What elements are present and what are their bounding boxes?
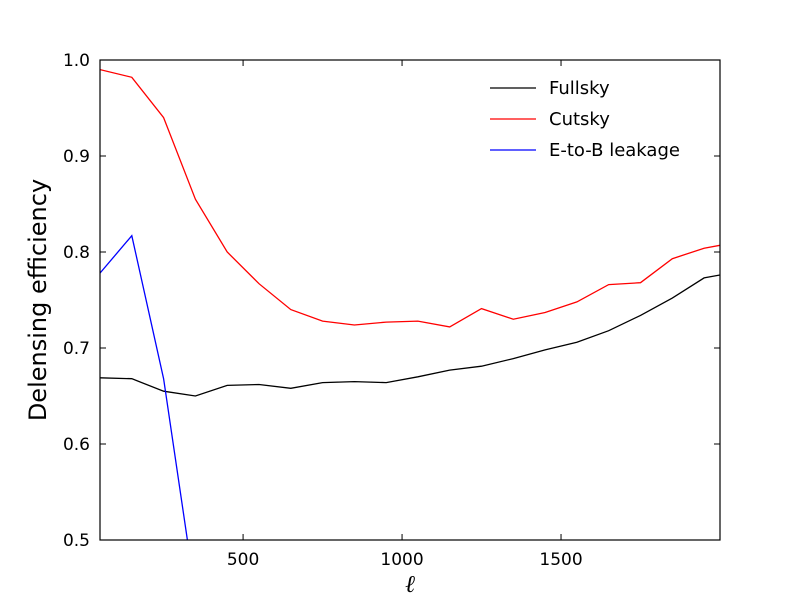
- x-tick-label: 1000: [380, 550, 423, 570]
- ticks-layer: 500 1000 1500 0.5 0.6 0.7 0.8 0.9 1.0: [63, 51, 720, 570]
- x-tick-label: 1500: [539, 550, 582, 570]
- legend: Fullsky Cutsky E-to-B leakage: [490, 78, 680, 161]
- y-tick-label: 0.5: [63, 531, 90, 551]
- x-tick-label: 500: [227, 550, 259, 570]
- legend-label-cutsky: Cutsky: [549, 109, 610, 130]
- series-line-cutsky: [100, 68, 720, 328]
- plot-area: [100, 60, 720, 540]
- y-tick-label: 0.7: [63, 339, 90, 359]
- legend-label-fullsky: Fullsky: [549, 78, 610, 99]
- series-line-e-to-b-leakage: [100, 234, 189, 540]
- y-axis-label: Delensing efficiency: [24, 179, 52, 421]
- series-line-fullsky: [100, 274, 720, 397]
- legend-label-e-to-b-leakage: E-to-B leakage: [549, 140, 680, 161]
- y-tick-label: 0.8: [63, 243, 90, 263]
- series-layer: [100, 68, 720, 540]
- y-tick-label: 1.0: [63, 51, 90, 71]
- x-axis-label: ℓ: [405, 570, 415, 598]
- y-tick-label: 0.6: [63, 435, 90, 455]
- y-tick-label: 0.9: [63, 147, 90, 167]
- plot-frame: [99, 59, 721, 541]
